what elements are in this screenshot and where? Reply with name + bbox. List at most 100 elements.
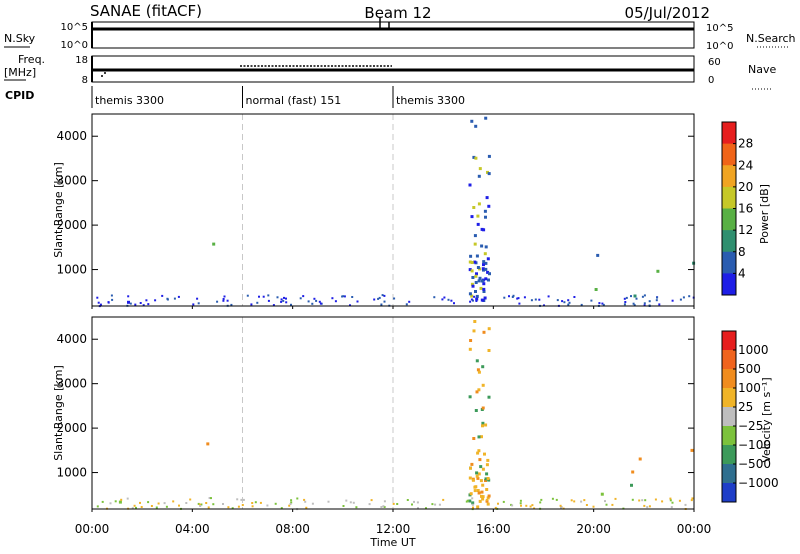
range-cell <box>222 299 225 302</box>
range-cell <box>475 359 479 363</box>
range-cell <box>469 339 473 342</box>
range-cell <box>129 302 132 305</box>
range-cell <box>447 298 450 301</box>
range-cell <box>484 215 487 219</box>
range-cell <box>563 301 566 304</box>
range-cell <box>594 288 598 291</box>
colorbar-tick-label: 500 <box>738 362 761 376</box>
range-cell <box>274 502 277 505</box>
range-cell <box>127 295 130 298</box>
colorbar-swatch <box>722 122 736 145</box>
range-cell <box>481 421 485 425</box>
range-cell <box>471 497 474 500</box>
range-cell <box>638 457 642 461</box>
range-cell <box>678 499 681 502</box>
range-cell <box>318 300 321 303</box>
range-cell <box>140 506 143 508</box>
range-cell <box>438 503 441 506</box>
range-cell <box>518 302 521 305</box>
range-cell <box>476 476 480 480</box>
range-cell <box>471 501 475 505</box>
range-cell <box>468 260 472 264</box>
colorbar-tick-label: 1000 <box>738 343 769 357</box>
range-cell <box>189 498 192 501</box>
range-cell <box>632 302 635 305</box>
range-cell <box>478 458 482 462</box>
range-cell <box>280 300 283 303</box>
range-cell <box>523 296 526 299</box>
range-cell <box>529 505 532 508</box>
range-cell <box>481 424 484 428</box>
colorbar-frame <box>721 330 737 503</box>
ytick-label: 4000 <box>56 332 87 346</box>
range-cell <box>258 295 260 298</box>
range-cell <box>178 504 180 507</box>
range-cell <box>519 499 522 502</box>
range-cell <box>157 502 160 505</box>
colorbar-tick-label: 24 <box>738 158 753 172</box>
range-cell <box>272 304 275 307</box>
range-cell <box>280 507 283 510</box>
range-cell <box>470 261 474 264</box>
range-cell <box>109 502 112 505</box>
range-cell <box>302 295 305 298</box>
range-cell <box>468 395 472 399</box>
range-cell <box>487 278 490 282</box>
range-cell <box>481 467 485 471</box>
range-cell <box>598 302 601 305</box>
range-cell <box>559 504 562 507</box>
range-cell <box>434 503 437 506</box>
range-cell <box>342 505 345 507</box>
range-cell <box>474 156 478 160</box>
range-cell <box>475 297 479 301</box>
range-cell <box>671 501 674 504</box>
range-cell <box>185 502 188 504</box>
range-cell <box>208 497 211 499</box>
range-cell <box>481 267 485 271</box>
nave-tick-bottom: 0 <box>708 75 714 86</box>
range-cell <box>147 501 150 504</box>
cpid-mode-label-0: themis 3300 <box>95 94 164 107</box>
xtick-label: 12:00 <box>376 522 411 536</box>
range-cell <box>383 506 386 508</box>
range-cell <box>485 499 488 501</box>
colorbar-swatch <box>722 407 736 427</box>
range-cell <box>671 299 674 302</box>
range-cell <box>477 370 481 374</box>
range-cell <box>476 266 480 269</box>
range-cell <box>475 300 478 302</box>
range-cell <box>630 295 632 298</box>
range-cell <box>573 296 576 298</box>
time-axis-label: Time UT <box>369 536 415 549</box>
range-cell <box>487 349 491 352</box>
range-cell <box>296 497 299 500</box>
range-cell <box>311 502 314 505</box>
range-cell <box>416 501 419 504</box>
range-cell <box>483 452 486 456</box>
freq-unit: [MHz] <box>4 66 36 79</box>
range-cell <box>408 300 411 303</box>
range-cell <box>580 500 583 503</box>
range-cell <box>471 478 475 482</box>
range-cell <box>690 499 693 502</box>
range-cell <box>471 284 475 288</box>
range-cell <box>483 252 487 256</box>
range-cell <box>373 298 376 301</box>
cpid-strip: themis 3300 normal (fast) 151 themis 3300 <box>91 86 465 108</box>
range-cell <box>487 478 491 482</box>
range-cell <box>601 302 604 305</box>
range-cell <box>468 183 472 187</box>
noise-tick-left-bottom: 10^0 <box>61 40 88 51</box>
range-cell <box>352 501 355 504</box>
range-cell <box>349 304 351 307</box>
range-cell <box>473 320 477 323</box>
range-cell <box>484 423 488 427</box>
range-cell <box>471 276 475 279</box>
range-cell <box>299 297 302 300</box>
power-panel: 4000 3000 2000 1000 <box>56 113 696 308</box>
range-cell <box>473 242 477 246</box>
range-cell <box>488 272 491 276</box>
range-cell <box>145 299 148 302</box>
range-cell <box>525 504 528 507</box>
colorbar-tick-label: 16 <box>738 202 753 216</box>
